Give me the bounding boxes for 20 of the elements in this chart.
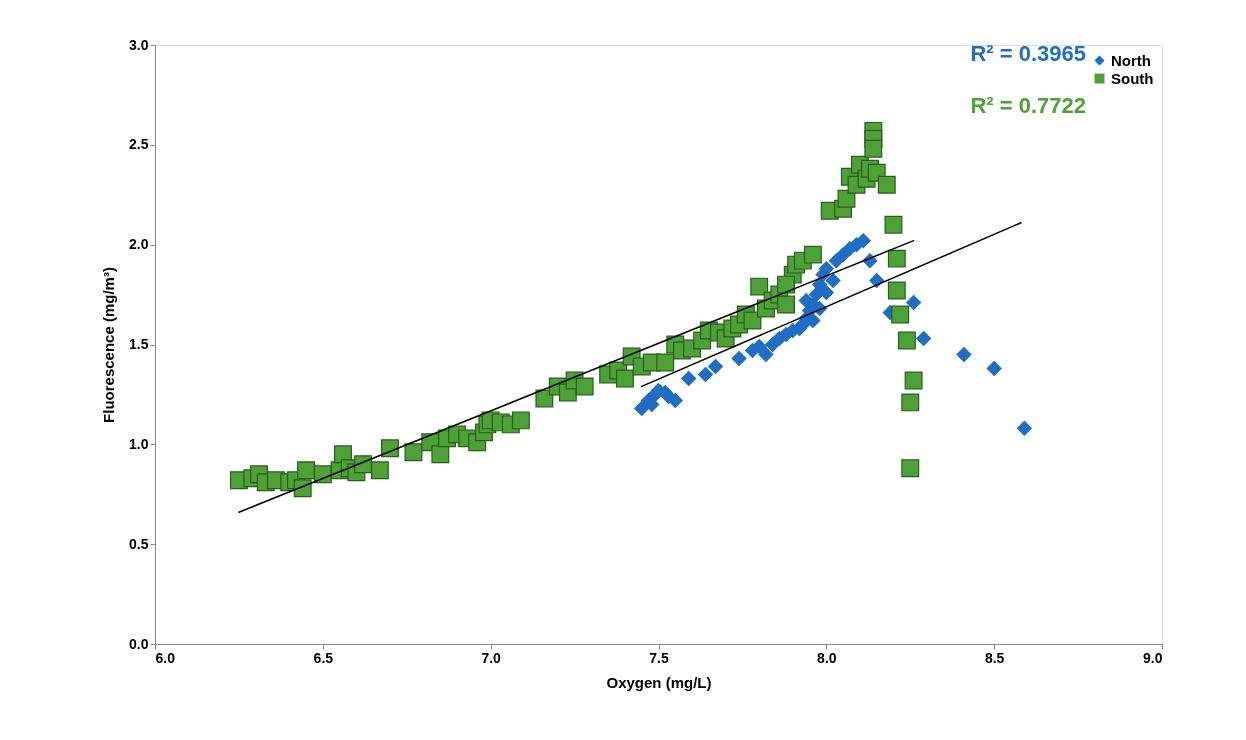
y-tick-label: 0.0: [129, 635, 149, 652]
y-tick-label: 2.0: [129, 236, 149, 253]
legend-label: South: [1111, 69, 1154, 87]
x-tick-label: 6.0: [155, 649, 176, 666]
y-tick-label: 1.0: [129, 435, 149, 452]
annotation: R² = 0.3965: [970, 41, 1086, 66]
y-tick-label: 3.0: [129, 36, 149, 53]
y-tick-label: 0.5: [129, 535, 149, 552]
legend-label: North: [1111, 51, 1151, 69]
x-tick-label: 8.5: [984, 649, 1005, 666]
x-tick-label: 9.0: [1143, 649, 1163, 666]
y-tick-label: 1.5: [129, 336, 149, 352]
y-axis-title: Fluorescence (mg/m³): [100, 267, 118, 423]
x-tick-label: 7.0: [481, 649, 502, 666]
x-tick-label: 7.5: [649, 649, 669, 666]
x-axis-title: Oxygen (mg/L): [606, 673, 712, 691]
annotation: R² = 0.7722: [970, 93, 1086, 118]
x-tick-label: 6.5: [313, 649, 334, 666]
x-tick-label: 8.0: [817, 649, 837, 666]
y-tick-label: 2.5: [129, 136, 149, 153]
